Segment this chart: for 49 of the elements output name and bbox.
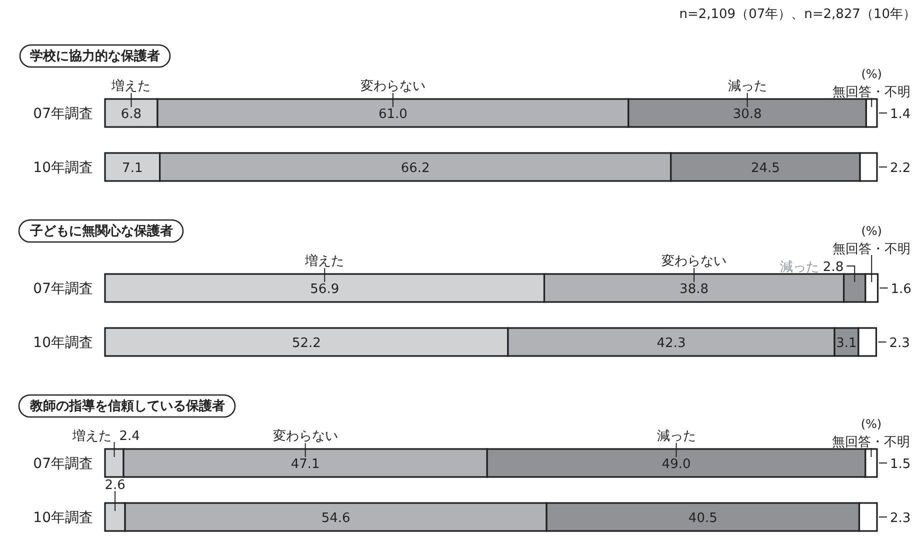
data-label: 49.0 (662, 457, 691, 472)
text: (%) (860, 417, 882, 431)
data-label: 1.5 (890, 457, 911, 472)
y-tick-label: 07年調査 (33, 106, 93, 122)
data-label: 54.6 (321, 511, 350, 526)
data-label: 7.1 (122, 161, 143, 176)
series-label: 変わらない (360, 78, 426, 94)
data-label: 2.6 (104, 478, 126, 493)
data-label: 1.4 (890, 107, 911, 122)
chart-title: 学校に協力的な保護者 (30, 48, 160, 64)
series-label: 変わらない (662, 253, 727, 269)
data-label: 2.3 (890, 511, 911, 526)
data-label: 2.8 (822, 260, 844, 275)
series-label: 増えた (304, 253, 344, 269)
series-label: 増えた (110, 78, 151, 94)
series-label: 減った (728, 79, 767, 94)
series-label: 無回答・不明 (832, 435, 910, 450)
data-label: 2.2 (890, 161, 911, 176)
text: (%) (861, 224, 882, 238)
y-tick-label: 07年調査 (33, 456, 93, 472)
y-tick-label: 10年調査 (33, 335, 93, 351)
chart-title: 教師の指導を信頼している保護者 (29, 398, 225, 414)
data-label: 47.1 (290, 457, 320, 472)
data-label: 6.8 (120, 107, 142, 122)
data-label: 24.5 (750, 161, 780, 176)
data-label: 42.3 (656, 336, 686, 351)
series-label: 無回答・不明 (832, 242, 911, 257)
y-tick-label: 07年調査 (33, 281, 93, 297)
y-tick-label: 10年調査 (33, 510, 93, 526)
data-label: 56.9 (310, 282, 340, 297)
data-label: 38.8 (680, 282, 709, 297)
data-label: 52.2 (292, 336, 321, 351)
data-label: 40.5 (688, 511, 718, 526)
series-label: 減った (780, 260, 819, 275)
data-label: 1.6 (890, 282, 912, 297)
data-label: 30.8 (732, 107, 762, 122)
data-label: 61.0 (378, 107, 408, 122)
y-tick-label: 10年調査 (33, 160, 93, 176)
series-label: 増えた (71, 428, 112, 444)
series-label: 変わらない (272, 428, 338, 444)
data-label: 66.2 (400, 161, 430, 176)
text: (%) (861, 67, 882, 81)
chart-subtitle: n=2,109（07年）、n=2,827（10年） (679, 7, 916, 22)
data-label: 2.4 (119, 429, 140, 444)
data-label: 3.1 (836, 336, 857, 351)
series-label: 無回答・不明 (832, 85, 911, 100)
chart-title: 子どもに無関心な保護者 (29, 223, 173, 239)
data-label: 2.3 (889, 336, 910, 351)
series-label: 減った (656, 429, 696, 444)
